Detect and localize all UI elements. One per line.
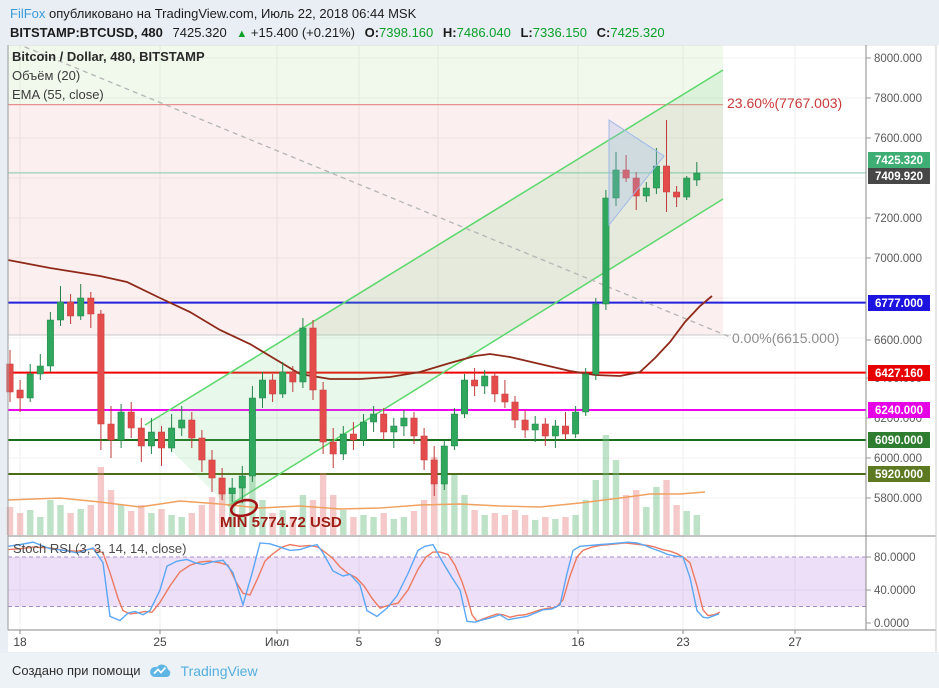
price-tick-label: 8000.000 (874, 53, 922, 65)
price-badge-label: 6240.000 (875, 405, 923, 417)
stoch-k-line (7, 541, 720, 623)
fib-label-236: 23.60%(7767.003) (727, 95, 843, 111)
trend-channel-fill (145, 70, 723, 506)
high-label: H: (442, 25, 457, 40)
gridlines (8, 45, 866, 630)
date-tick-label: 16 (571, 635, 585, 649)
price-badge (868, 466, 930, 482)
header-bar: FilFox опубликовано на TradingView.com, … (0, 0, 939, 45)
min-price-annotation: MIN 5774.72 USD (220, 514, 342, 531)
stoch-tick-label: 40.0000 (874, 585, 916, 597)
symbol-title: BITSTAMP:BTCUSD, 480 (10, 25, 163, 40)
date-tick-label: 18 (13, 635, 27, 649)
last-price: 7425.320 (172, 25, 227, 40)
price-axis[interactable]: 8000.000 7800.000 7600.000 7200.000 7000.000… (866, 53, 930, 630)
legend-symbol: Bitcoin / Dollar, 480, BITSTAMP (12, 49, 205, 64)
price-tick-label: 7800.000 (874, 93, 922, 105)
price-badge-label: 7409.920 (875, 171, 923, 183)
price-badge-label: 6090.000 (875, 435, 923, 447)
legend-ema: EMA (55, close) (12, 87, 104, 102)
price-badge (868, 402, 930, 418)
min-circle-annotation (229, 498, 259, 518)
volume-ma-line (7, 491, 706, 510)
low-label: L: (520, 25, 533, 40)
date-tick-label: 5 (356, 635, 363, 649)
stoch-tick-label: 0.0000 (874, 618, 909, 630)
low-value: 7336.150 (532, 25, 587, 40)
legend-volume: Объём (20) (12, 68, 81, 83)
descending-trendline (7, 39, 731, 338)
ema55-line (7, 259, 713, 380)
open-value: 7398.160 (379, 25, 434, 40)
price-badge (868, 152, 930, 168)
price-badge (868, 168, 930, 184)
date-tick-label: 27 (788, 635, 802, 649)
published-row: FilFox опубликовано на TradingView.com, … (10, 4, 939, 23)
price-change: +15.400 (+0.21%) (250, 25, 355, 40)
price-tick-label: 7200.000 (874, 213, 922, 225)
filfox-link[interactable]: FilFox (10, 6, 46, 21)
price-badge-label: 6777.000 (875, 298, 923, 310)
stoch-tick-label: 80.0000 (874, 552, 916, 564)
price-tick-label: 6000.000 (874, 453, 922, 465)
price-tick-label: 7000.000 (874, 253, 922, 265)
close-label: C: (596, 25, 611, 40)
price-badge (868, 365, 930, 381)
published-text: опубликовано на TradingView.com, Июль 22… (45, 6, 417, 21)
date-tick-label: 23 (676, 635, 690, 649)
tradingview-logo-icon (149, 663, 173, 679)
tradingview-link[interactable]: TradingView (180, 662, 258, 679)
price-badge (868, 295, 930, 311)
plot-background (8, 45, 939, 652)
price-tick-label: 7600.000 (874, 133, 922, 145)
price-badge-label: 6427.160 (875, 368, 923, 380)
trend-channel-lower (227, 198, 724, 507)
open-label: O: (364, 25, 380, 40)
date-tick-label: 25 (153, 635, 167, 649)
date-tick-label: Июл (265, 635, 289, 649)
time-axis[interactable]: 18 25 Июл 5 9 16 23 27 (13, 630, 802, 649)
stoch-rsi-legend: Stoch RSI (3, 3, 14, 14, close) (13, 541, 187, 556)
price-badge-label: 5920.000 (875, 469, 923, 481)
high-value: 7486.040 (456, 25, 511, 40)
price-tick-label: 6600.000 (874, 335, 922, 347)
chart-legend: Bitcoin / Dollar, 480, BITSTAMP Объём (2… (12, 47, 205, 104)
candles-layer (6, 120, 701, 504)
up-arrow-icon: ▲ (236, 28, 248, 40)
price-tick-label: 5800.000 (874, 493, 922, 505)
fib-zone-above (8, 45, 723, 105)
fib-label-0: 0.00%(6615.000) (732, 330, 840, 346)
close-value: 7425.320 (610, 25, 665, 40)
price-badge (868, 432, 930, 448)
stoch-band (8, 557, 866, 607)
date-tick-label: 9 (435, 635, 442, 649)
price-badge-label: 7425.320 (875, 155, 923, 167)
symbol-row: BITSTAMP:BTCUSD, 480 7425.320 ▲ +15.400 … (10, 23, 939, 44)
pennant-triangle (608, 119, 665, 227)
trend-channel-upper (144, 69, 724, 426)
created-with-text: Создано при помощи (12, 663, 141, 678)
footer-bar: Создано при помощи TradingView (0, 653, 939, 688)
